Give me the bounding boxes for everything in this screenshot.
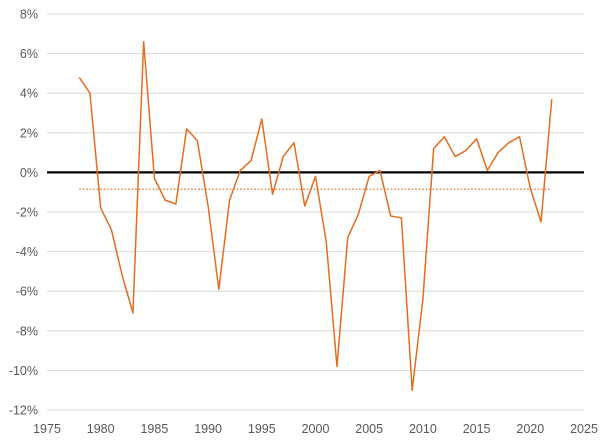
y-tick-label: -10%: [9, 364, 38, 378]
series-line: [78, 40, 553, 391]
x-tick-label: 2005: [355, 422, 383, 436]
y-tick-label: -8%: [16, 324, 38, 338]
y-tick-label: -4%: [16, 245, 38, 259]
x-tick-label: 1995: [248, 422, 276, 436]
x-tick-label: 2020: [516, 422, 544, 436]
x-tick-label: 2015: [463, 422, 491, 436]
y-tick-label: -2%: [16, 206, 38, 220]
gridlines: [47, 13, 584, 411]
y-tick-label: 0%: [20, 166, 38, 180]
y-tick-label: 4%: [20, 87, 38, 101]
x-tick-label: 2000: [302, 422, 330, 436]
y-tick-label: 8%: [20, 8, 38, 22]
x-tick-label: 1990: [194, 422, 222, 436]
y-tick-label: 2%: [20, 126, 38, 140]
x-tick-label: 1980: [87, 422, 115, 436]
x-tick-label: 2025: [570, 422, 598, 436]
x-tick-label: 1985: [140, 422, 168, 436]
x-axis-tick-labels: 1975 1980 1985 1990 1995 2000 2005 2010 2015 2020…: [33, 422, 598, 436]
series-group: [78, 40, 553, 391]
y-tick-label: -6%: [16, 285, 38, 299]
y-axis-tick-labels: 8% 6% 4% 2% 0% -2% -4% -6% -8% -10% -12%: [9, 8, 38, 418]
x-tick-label: 2010: [409, 422, 437, 436]
y-tick-label: 6%: [20, 47, 38, 61]
x-tick-label: 1975: [33, 422, 61, 436]
y-tick-label: -12%: [9, 404, 38, 418]
